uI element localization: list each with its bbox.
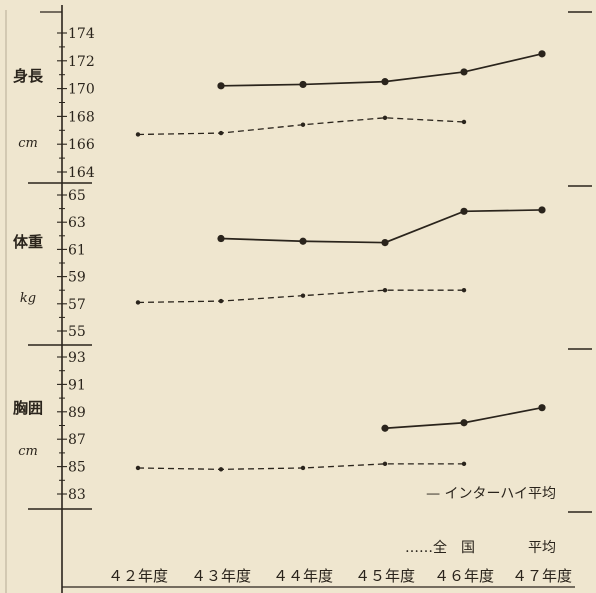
height-interhigh-point xyxy=(299,80,307,89)
weight-tick-label: 59 xyxy=(68,270,86,286)
weight-interhigh-point xyxy=(299,237,307,245)
legend-national-label: ……全 国 xyxy=(405,539,475,556)
weight-interhigh-point xyxy=(381,239,389,247)
height-tick-label: 164 xyxy=(68,165,95,181)
chest-panel-label: 胸囲 xyxy=(13,399,43,417)
chest-tick-label: 93 xyxy=(68,350,86,366)
chest-national-point xyxy=(382,461,388,467)
height-tick-label: 172 xyxy=(68,54,95,70)
chest-national-point xyxy=(218,467,224,472)
x-category-label: ４４年度 xyxy=(273,567,333,585)
chest-interhigh-point xyxy=(381,424,389,432)
chest-unit-label: cm xyxy=(18,444,38,459)
chest-national-point xyxy=(135,465,141,471)
chest-tick-label: 83 xyxy=(68,487,86,503)
height-interhigh-point xyxy=(538,50,546,58)
chest-national-point xyxy=(461,461,467,467)
weight-interhigh-point xyxy=(538,206,546,214)
x-category-label: ４７年度 xyxy=(512,567,572,585)
chest-interhigh-point xyxy=(538,404,546,412)
x-category-label: ４３年度 xyxy=(191,567,251,585)
chest-tick-label: 85 xyxy=(68,460,86,476)
height-interhigh-point xyxy=(460,68,468,76)
weight-tick-label: 57 xyxy=(68,297,86,313)
chest-interhigh-point xyxy=(460,419,468,427)
weight-interhigh-point xyxy=(217,234,225,243)
weight-national-point xyxy=(135,300,141,305)
height-tick-label: 174 xyxy=(68,26,95,42)
chest-national-point xyxy=(300,465,306,471)
height-national-point xyxy=(300,122,306,127)
weight-interhigh-line xyxy=(220,209,543,244)
height-national-point xyxy=(218,130,224,136)
weight-panel-label: 体重 xyxy=(13,233,43,251)
height-interhigh-point xyxy=(217,82,225,90)
weight-tick-label: 63 xyxy=(68,215,86,231)
weight-national-point xyxy=(218,298,224,304)
weight-tick-label: 61 xyxy=(68,242,86,258)
height-unit-label: cm xyxy=(18,136,38,151)
weight-national-point xyxy=(300,293,306,298)
height-tick-label: 168 xyxy=(68,109,95,125)
height-interhigh-point xyxy=(381,78,389,86)
height-tick-label: 170 xyxy=(68,82,95,98)
weight-tick-label: 55 xyxy=(68,324,86,340)
x-category-label: ４５年度 xyxy=(355,567,415,585)
height-panel-label: 身長 xyxy=(13,67,44,85)
height-national-point xyxy=(461,119,467,125)
chest-tick-label: 87 xyxy=(68,432,86,448)
height-national-line xyxy=(137,117,465,136)
weight-interhigh-point xyxy=(460,207,468,215)
weight-tick-label: 65 xyxy=(68,188,86,204)
x-category-label: ４６年度 xyxy=(434,567,494,585)
weight-national-point xyxy=(382,288,388,293)
legend-national-suffix: 平均 xyxy=(528,540,556,556)
x-category-label: ４２年度 xyxy=(108,567,168,585)
height-national-point xyxy=(135,132,141,137)
height-national-point xyxy=(382,115,388,120)
height-tick-label: 166 xyxy=(68,137,95,153)
chest-tick-label: 89 xyxy=(68,405,86,421)
weight-national-point xyxy=(461,288,467,293)
weight-unit-label: kg xyxy=(20,291,36,306)
legend-interhigh: — インターハイ平均 xyxy=(426,486,556,502)
chest-tick-label: 91 xyxy=(68,377,86,393)
